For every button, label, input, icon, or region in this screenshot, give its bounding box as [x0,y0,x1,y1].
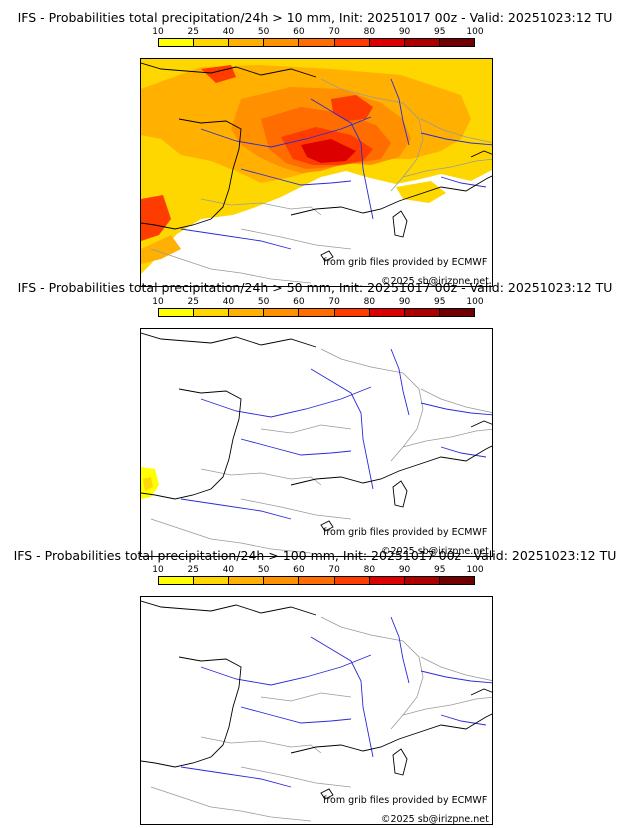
coastline [141,600,492,800]
colorbar-tick-label: 40 [222,297,235,307]
colorbar-tick-label: 100 [466,565,484,575]
colorbar-strip [158,308,475,317]
colorbar-swatch [299,309,335,316]
colorbar-swatch [439,309,474,316]
colorbar-swatch [229,39,265,46]
colorbar-swatch [404,577,440,584]
colorbar-tick-label: 90 [398,27,411,37]
ecmwf-credit: from grib files provided by ECMWF [323,795,488,806]
map-panel-100mm: IFS - Probabilities total precipitation/… [0,548,630,825]
colorbar-swatch [334,577,370,584]
precipitation-map [141,332,492,554]
colorbar-tick-label: 40 [222,27,235,37]
colorbar-swatch [229,309,265,316]
country-borders [150,78,492,284]
colorbar-tick-label: 70 [328,27,340,37]
copyright-text: ©2025 sb@irizpne.net [381,276,489,287]
colorbar-tick-label: 25 [187,565,199,575]
ecmwf-credit: from grib files provided by ECMWF [323,257,488,268]
colorbar-tick-label: 100 [466,297,484,307]
map-frame: from grib files provided by ECMWF ©2025 … [140,328,493,557]
colorbar-swatch [159,39,195,46]
colorbar-swatch [264,577,300,584]
colorbar-tick-label: 50 [257,565,270,575]
colorbar-tick-label: 80 [363,27,376,37]
colorbar-swatch [369,309,405,316]
colorbar-strip [158,576,475,585]
probability-shading [141,467,159,499]
colorbar-tick-label: 70 [328,297,340,307]
colorbar-swatch [299,39,335,46]
colorbar-swatch [334,39,370,46]
colorbar-swatch [439,39,474,46]
colorbar-tick-label: 10 [152,297,164,307]
country-borders [150,616,492,822]
map-panel-10mm: IFS - Probabilities total precipitation/… [0,10,630,287]
map-frame: from grib files provided by ECMWF ©2025 … [140,58,493,287]
colorbar: 10 25 40 50 60 70 80 90 95 100 [152,27,484,54]
colorbar-swatch [369,39,405,46]
colorbar-swatch [404,39,440,46]
colorbar-tick-label: 50 [257,27,270,37]
colorbar-swatch [159,309,195,316]
colorbar-tick-label: 25 [187,297,199,307]
colorbar: 10 25 40 50 60 70 80 90 95 100 [152,565,484,592]
panel-title: IFS - Probabilities total precipitation/… [17,280,613,295]
colorbar-tick-label: 60 [293,27,305,37]
rivers [180,78,492,250]
map-frame: from grib files provided by ECMWF ©2025 … [140,596,493,825]
colorbar-swatch [194,309,230,316]
panel-title: IFS - Probabilities total precipitation/… [13,548,617,563]
precipitation-map [141,600,492,822]
colorbar-swatch [194,39,230,46]
country-borders [150,348,492,554]
colorbar-tick-label: 100 [466,27,484,37]
colorbar-swatch [229,577,265,584]
colorbar-tick-label: 10 [152,565,164,575]
rivers [180,616,492,788]
colorbar-tick-label: 80 [363,565,376,575]
colorbar-tick-label: 40 [222,565,235,575]
colorbar-swatch [264,309,300,316]
colorbar-swatch [159,577,195,584]
precipitation-map [141,59,492,284]
map-panel-50mm: IFS - Probabilities total precipitation/… [0,280,630,557]
colorbar-swatch [404,309,440,316]
colorbar-tick-label: 10 [152,27,164,37]
copyright-text: ©2025 sb@irizpne.net [381,814,489,825]
colorbar-swatch [369,577,405,584]
colorbar-tick-label: 60 [293,565,305,575]
colorbar-tick-label: 90 [398,297,411,307]
colorbar-swatch [264,39,300,46]
probability-shading [141,59,492,274]
copyright-text: ©2025 sb@irizpne.net [381,546,489,557]
colorbar-tick-label: 95 [434,27,446,37]
colorbar-tick-label: 90 [398,565,411,575]
colorbar-tick-label: 60 [293,297,305,307]
colorbar-tick-label: 25 [187,27,199,37]
panel-title: IFS - Probabilities total precipitation/… [17,10,613,25]
colorbar-tick-label: 80 [363,297,376,307]
colorbar: 10 25 40 50 60 70 80 90 95 100 [152,297,484,324]
ecmwf-credit: from grib files provided by ECMWF [323,527,488,538]
colorbar-strip [158,38,475,47]
colorbar-tick-label: 95 [434,297,446,307]
colorbar-swatch [439,577,474,584]
coastline [141,332,492,532]
colorbar-tick-label: 95 [434,565,446,575]
colorbar-swatch [299,577,335,584]
coastline [141,62,492,262]
rivers [180,348,492,520]
colorbar-tick-label: 50 [257,297,270,307]
colorbar-swatch [194,577,230,584]
colorbar-swatch [334,309,370,316]
colorbar-tick-label: 70 [328,565,340,575]
